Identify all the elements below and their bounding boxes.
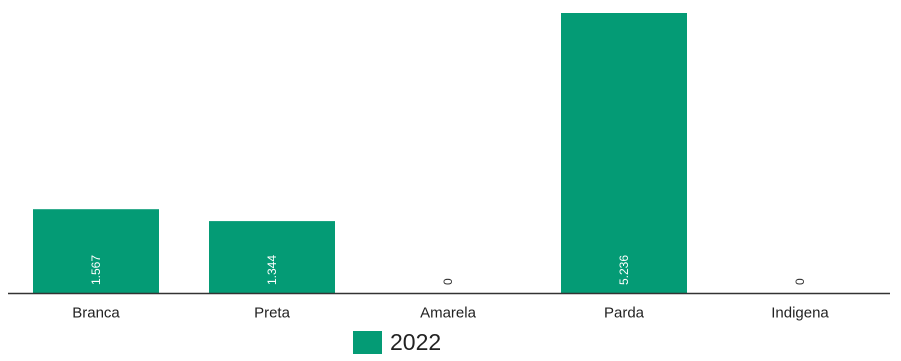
legend-swatch bbox=[353, 330, 382, 354]
legend: 2022 bbox=[353, 328, 441, 356]
x-tick-label-parda: Parda bbox=[604, 305, 645, 322]
value-labels-layer: 1.567 1.344 0 5.236 0 bbox=[89, 255, 807, 285]
value-label-parda: 5.236 bbox=[617, 255, 631, 285]
bar-parda bbox=[561, 13, 687, 293]
value-label-indigena: 0 bbox=[793, 278, 807, 285]
value-label-preta: 1.344 bbox=[265, 255, 279, 285]
x-tick-label-amarela: Amarela bbox=[420, 305, 477, 322]
x-tick-label-branca: Branca bbox=[72, 305, 120, 322]
x-tick-label-indigena: Indigena bbox=[771, 305, 829, 322]
bar-preta bbox=[209, 221, 335, 293]
bars-layer bbox=[33, 13, 687, 293]
x-tick-labels-layer: Branca Preta Amarela Parda Indigena bbox=[72, 305, 829, 322]
legend-label: 2022 bbox=[390, 329, 442, 355]
value-label-amarela: 0 bbox=[441, 278, 455, 285]
bar-branca bbox=[33, 209, 159, 293]
x-tick-label-preta: Preta bbox=[254, 305, 291, 322]
value-label-branca: 1.567 bbox=[89, 255, 103, 285]
